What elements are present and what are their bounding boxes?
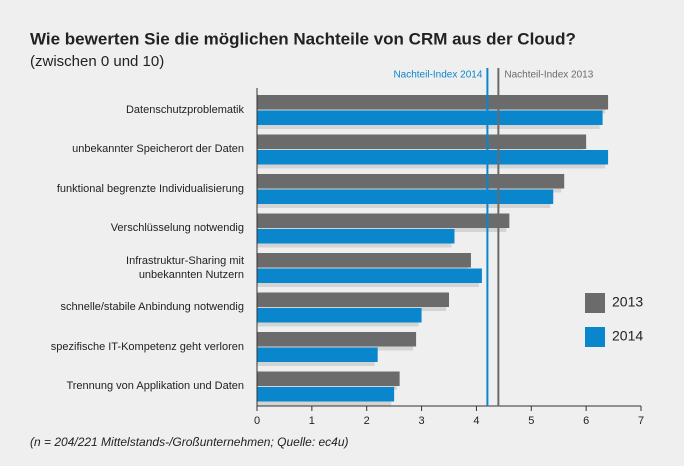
bar <box>257 347 378 362</box>
bar <box>257 253 471 268</box>
category-label: funktional begrenzte Individualisierung <box>56 182 244 195</box>
bar <box>257 371 400 386</box>
bar <box>257 292 449 307</box>
bar <box>257 387 395 402</box>
reference-label: Nachteil-Index 2014 <box>393 70 482 81</box>
x-tick-label: 5 <box>528 415 534 427</box>
category-label: Infrastruktur-Sharing mit unbekannten Nu… <box>126 254 244 281</box>
bar <box>257 213 510 228</box>
bar <box>257 268 482 283</box>
x-tick-label: 2 <box>364 415 370 427</box>
bar <box>257 189 554 204</box>
legend-label: 2013 <box>612 294 643 310</box>
bar <box>257 110 603 125</box>
legend-swatch <box>585 327 605 347</box>
bar <box>257 308 422 323</box>
category-label: unbekannter Speicherort der Daten <box>72 143 244 155</box>
category-label: Verschlüsselung notwendig <box>110 222 244 234</box>
x-tick-label: 6 <box>583 415 589 427</box>
x-tick-label: 4 <box>473 415 479 427</box>
footnote: (n = 204/221 Mittelstands-/Großunternehm… <box>30 435 349 449</box>
bar <box>257 134 587 149</box>
bar <box>257 174 565 189</box>
legend-swatch <box>585 293 605 313</box>
x-tick-label: 3 <box>419 415 425 427</box>
reference-label: Nachteil-Index 2013 <box>504 70 593 81</box>
bar <box>257 95 609 110</box>
category-label: spezifische IT-Kompetenz geht verloren <box>50 340 244 353</box>
x-tick-label: 7 <box>638 415 644 427</box>
chart-title: Wie bewerten Sie die möglichen Nachteile… <box>30 29 576 48</box>
x-tick-label: 0 <box>254 415 260 427</box>
bar <box>257 229 455 244</box>
bar <box>257 332 417 347</box>
bar <box>257 150 609 165</box>
chart-subtitle: (zwischen 0 und 10) <box>30 53 164 70</box>
category-label: schnelle/stabile Anbindung notwendig <box>60 301 244 313</box>
legend-label: 2014 <box>612 328 643 344</box>
x-tick-label: 1 <box>309 415 315 427</box>
category-label: Datenschutzproblematik <box>125 103 244 116</box>
category-label: Trennung von Applikation und Daten <box>66 380 244 392</box>
